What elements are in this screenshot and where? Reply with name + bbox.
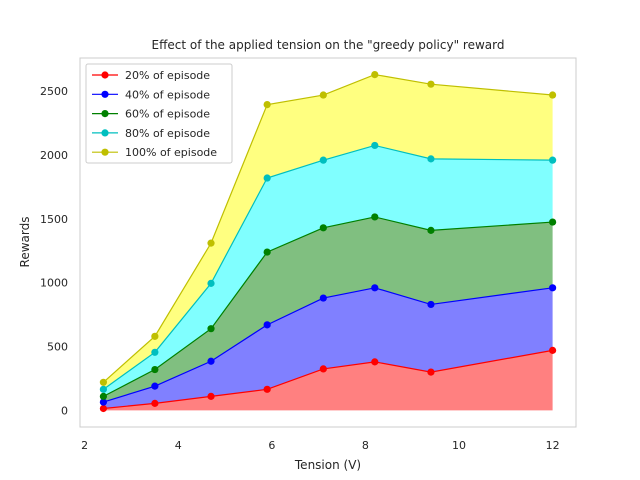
series-line-5 — [103, 73, 553, 383]
data-point — [549, 346, 557, 354]
data-point — [263, 321, 271, 329]
area-1 — [103, 350, 553, 411]
series-line-4 — [103, 144, 553, 390]
x-tick-label: 2 — [81, 439, 88, 452]
data-point — [549, 156, 557, 164]
data-point — [151, 365, 159, 374]
legend: 20% of episode 40% of episode 60% of episo… — [85, 63, 233, 164]
y-axis-ticks: 0 500 1000 1500 2000 2500 — [40, 85, 68, 417]
data-point — [549, 91, 557, 99]
y-tick-label: 1000 — [40, 277, 68, 290]
x-tick-label: 8 — [362, 439, 369, 452]
series-line-1 — [103, 349, 553, 410]
data-point — [319, 156, 327, 164]
legend-marker — [101, 129, 109, 137]
data-point — [549, 218, 557, 226]
data-point — [427, 80, 435, 88]
legend-label: 100% of episode — [125, 146, 217, 159]
data-point — [207, 239, 215, 247]
y-tick-label: 2000 — [40, 149, 68, 162]
y-tick-label: 0 — [61, 404, 68, 417]
data-point — [99, 404, 107, 413]
data-point — [151, 382, 159, 390]
data-point — [427, 155, 435, 163]
data-point — [371, 358, 379, 366]
area-3 — [103, 216, 553, 403]
legend-label: 40% of episode — [125, 88, 210, 101]
x-tick-label: 4 — [175, 439, 182, 452]
data-point — [207, 392, 215, 400]
data-point — [549, 284, 557, 292]
x-axis-label: Tension (V) — [294, 458, 361, 472]
x-tick-label: 10 — [452, 439, 466, 452]
data-point — [207, 279, 215, 287]
data-point — [263, 248, 271, 256]
data-point — [427, 226, 435, 234]
chart-title: Effect of the applied tension on the "gr… — [152, 38, 505, 52]
data-point — [371, 141, 379, 150]
legend-box — [85, 63, 233, 164]
data-point — [151, 399, 159, 407]
y-tick-label: 500 — [47, 341, 68, 354]
data-point — [207, 357, 215, 365]
series-line-2 — [103, 287, 553, 403]
legend-label: 80% of episode — [125, 127, 210, 140]
y-tick-label: 1500 — [40, 213, 68, 226]
data-point — [151, 332, 159, 340]
legend-marker — [101, 90, 109, 98]
legend-marker — [101, 110, 109, 118]
y-tick-label: 2500 — [40, 85, 68, 98]
data-point — [319, 294, 327, 302]
legend-marker — [101, 148, 109, 156]
data-point — [319, 91, 327, 99]
data-point — [99, 398, 107, 406]
data-point — [371, 213, 379, 221]
data-point — [207, 325, 215, 333]
area-4 — [103, 145, 553, 397]
area-5 — [103, 74, 553, 390]
data-point — [319, 365, 327, 373]
data-point — [99, 385, 107, 393]
data-point — [263, 101, 271, 109]
data-point — [263, 385, 271, 393]
x-axis-ticks: 2 4 6 8 10 12 — [81, 439, 559, 452]
x-tick-label: 6 — [268, 439, 275, 452]
series-line-3 — [103, 216, 553, 397]
data-point — [371, 284, 379, 292]
data-point — [319, 224, 327, 232]
y-axis-label: Rewards — [18, 217, 32, 268]
data-point — [263, 174, 271, 182]
data-point — [99, 378, 107, 386]
x-tick-label: 12 — [546, 439, 560, 452]
series-markers — [99, 71, 557, 413]
legend-marker — [101, 71, 109, 79]
area-2 — [103, 287, 553, 409]
data-point — [427, 368, 435, 376]
area-fills — [103, 74, 553, 411]
legend-label: 20% of episode — [125, 69, 210, 82]
data-point — [427, 300, 435, 309]
data-point — [99, 392, 107, 400]
data-point — [151, 348, 159, 356]
data-point — [371, 71, 379, 79]
legend-label: 60% of episode — [125, 108, 210, 121]
series-lines — [103, 73, 553, 410]
